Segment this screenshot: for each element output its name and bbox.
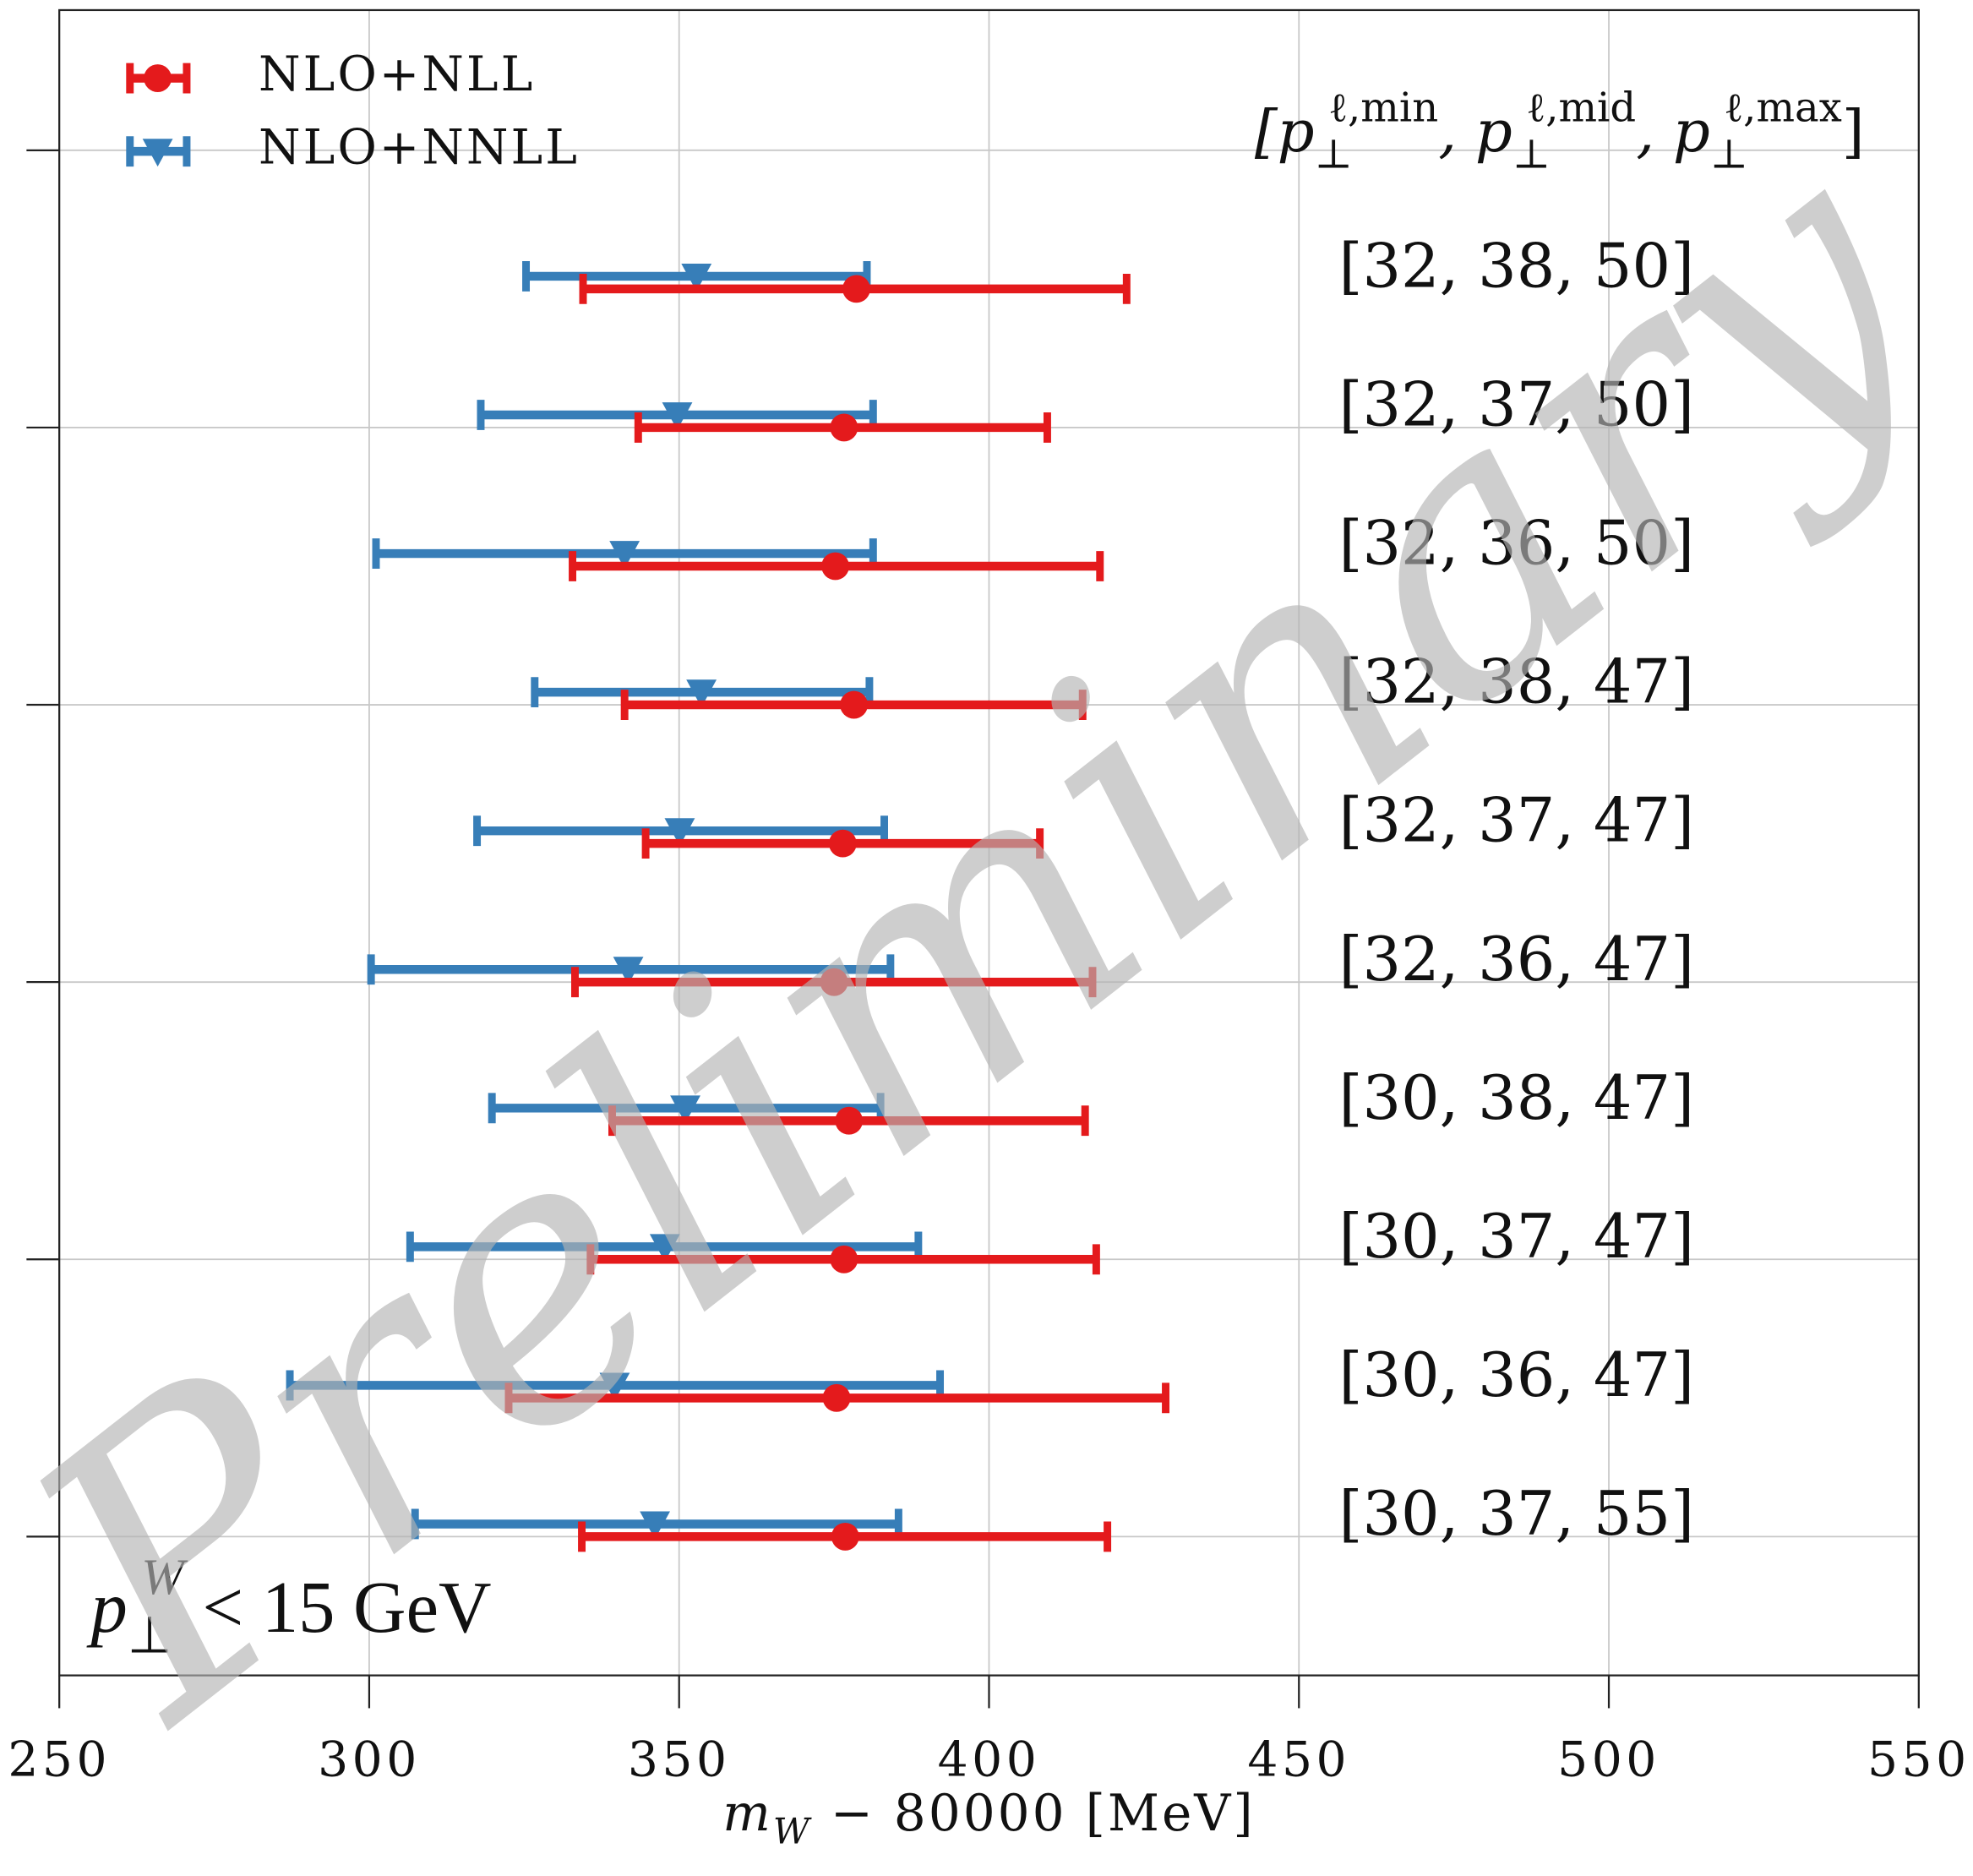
x-axis-label-part: m xyxy=(722,1784,773,1842)
marker xyxy=(686,679,717,708)
marker xyxy=(662,402,693,430)
category-header-part: ⊥ xyxy=(1710,130,1748,177)
category-header-part: , p xyxy=(1438,98,1512,166)
marker xyxy=(670,1095,700,1124)
category-label: [30, 38, 47] xyxy=(1338,1062,1694,1133)
marker xyxy=(649,1234,680,1262)
marker xyxy=(144,64,172,92)
legend-label: NLO+NNLL xyxy=(259,120,580,176)
annotation: p⊥W < 15 GeV xyxy=(85,1549,491,1664)
marker xyxy=(821,552,849,581)
x-tick-label: 300 xyxy=(318,1732,421,1788)
x-axis-label-part: − 80000 [MeV] xyxy=(812,1784,1256,1842)
x-axis-label: mW − 80000 [MeV] xyxy=(722,1784,1255,1851)
category-label: [32, 38, 50] xyxy=(1338,230,1694,301)
marker xyxy=(828,829,857,858)
annotation-part: p xyxy=(85,1567,127,1648)
marker xyxy=(831,1522,859,1551)
legend-label: NLO+NLL xyxy=(259,46,535,102)
category-header-part: ℓ,max xyxy=(1724,84,1842,131)
x-tick-label: 350 xyxy=(628,1732,731,1788)
category-label: [30, 37, 55] xyxy=(1338,1478,1694,1549)
x-tick-label: 450 xyxy=(1247,1732,1350,1788)
category-label: [32, 36, 50] xyxy=(1338,508,1694,579)
category-header-part: ℓ,mid xyxy=(1526,84,1636,131)
category-header-part: ⊥ xyxy=(1315,130,1353,177)
category-label: [32, 36, 47] xyxy=(1338,924,1694,995)
marker xyxy=(142,139,173,167)
annotation-part: ⊥ xyxy=(128,1607,172,1664)
category-header-part: ℓ,min xyxy=(1328,84,1438,131)
x-axis-label-part: W xyxy=(773,1810,812,1851)
x-tick-label: 550 xyxy=(1867,1732,1970,1788)
marker xyxy=(822,1383,851,1412)
marker xyxy=(609,541,640,569)
marker xyxy=(599,1372,630,1401)
annotation-part: W xyxy=(141,1549,188,1606)
category-header-part: , p xyxy=(1636,98,1710,166)
marker xyxy=(835,1106,864,1135)
category-header-part: ⊥ xyxy=(1512,130,1551,177)
marker xyxy=(842,275,870,303)
category-label: [32, 37, 50] xyxy=(1338,369,1694,440)
category-header: [p⊥ℓ,min, p⊥ℓ,mid, p⊥ℓ,max] xyxy=(1255,84,1865,177)
x-tick-label: 400 xyxy=(938,1732,1041,1788)
category-header-part: ] xyxy=(1842,98,1865,166)
x-tick-label: 250 xyxy=(8,1732,111,1788)
marker xyxy=(830,1245,858,1273)
annotation-part: < 15 GeV xyxy=(184,1567,492,1648)
category-label: [32, 37, 47] xyxy=(1338,785,1694,856)
category-header-part: [p xyxy=(1255,98,1315,166)
category-label: [32, 38, 47] xyxy=(1338,646,1694,717)
category-label: [30, 37, 47] xyxy=(1338,1201,1694,1272)
marker xyxy=(820,968,848,996)
x-tick-label: 500 xyxy=(1557,1732,1660,1788)
marker xyxy=(664,818,695,847)
marker xyxy=(830,413,858,442)
marker xyxy=(640,1511,671,1540)
marker xyxy=(840,690,868,719)
marker xyxy=(681,264,712,292)
marker xyxy=(613,957,644,985)
category-label: [30, 36, 47] xyxy=(1338,1339,1694,1410)
